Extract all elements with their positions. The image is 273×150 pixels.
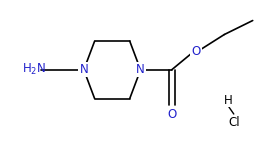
Text: N: N [79, 63, 88, 76]
Text: O: O [167, 108, 176, 121]
Text: N: N [136, 63, 145, 76]
Text: H: H [224, 94, 233, 106]
Text: H$_2$N: H$_2$N [22, 62, 46, 77]
Text: O: O [191, 45, 201, 58]
Text: Cl: Cl [228, 116, 240, 129]
